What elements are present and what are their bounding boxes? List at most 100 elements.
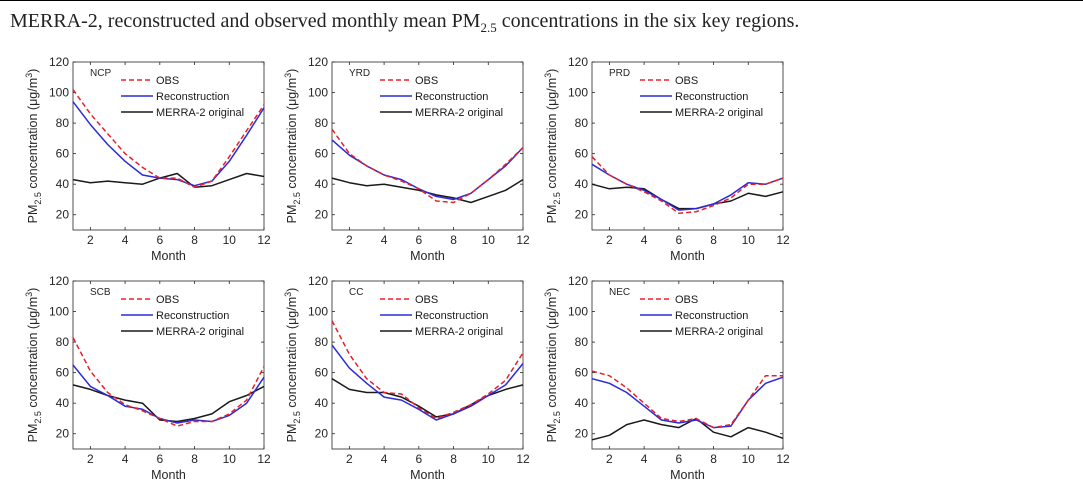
- y-axis-label: PM2.5 concentration (μg/m3): [24, 69, 43, 224]
- plot-area-box: [331, 61, 524, 231]
- x-axis-label: Month: [151, 468, 186, 482]
- y-axis-label: PM2.5 concentration (μg/m3): [543, 69, 562, 224]
- plot-area-box: [72, 61, 265, 231]
- legend-label: MERRA-2 original: [675, 107, 763, 119]
- y-tick-label: 80: [315, 116, 329, 130]
- x-tick-label: 12: [516, 233, 530, 247]
- caption-subscript: 2.5: [480, 20, 497, 35]
- x-tick-label: 10: [223, 233, 237, 247]
- y-tick-label: 80: [575, 116, 589, 130]
- legend-label: MERRA-2 original: [156, 326, 244, 338]
- y-tick-label: 40: [315, 396, 329, 410]
- x-tick-label: 4: [122, 233, 129, 247]
- legend-label: Reconstruction: [415, 91, 488, 103]
- chart-panel-scb: 20 40 60 80 100 120 2 4 6 8 10 12 Month PM2.5 concent…: [24, 274, 271, 482]
- legend-label: OBS: [675, 294, 698, 306]
- y-tick-label: 40: [56, 177, 70, 191]
- y-tick-label: 60: [575, 366, 589, 380]
- y-tick-label: 60: [315, 366, 329, 380]
- panel-title: CC: [349, 287, 363, 298]
- series-line-merra-2-original: [591, 417, 784, 441]
- y-axis-label-part: concentration (μg/m: [26, 297, 40, 411]
- y-tick-label: 120: [308, 274, 328, 288]
- legend-label: MERRA-2 original: [675, 326, 763, 338]
- y-tick-label: 20: [315, 208, 329, 222]
- series-line-obs: [72, 337, 265, 427]
- series-line-merra-2-original: [72, 384, 265, 423]
- y-tick-label: 100: [568, 86, 588, 100]
- series-line-obs: [591, 370, 783, 429]
- y-tick-label: 80: [56, 335, 70, 349]
- legend-label: OBS: [156, 75, 179, 87]
- y-tick-label: 60: [56, 147, 70, 161]
- plot-area-box: [72, 280, 265, 450]
- x-tick-label: 8: [191, 233, 198, 247]
- x-tick-label: 2: [87, 233, 94, 247]
- y-tick-label: 100: [49, 86, 69, 100]
- y-axis-label-part: ): [26, 288, 40, 292]
- legend-label: Reconstruction: [675, 310, 748, 322]
- x-tick-label: 4: [122, 452, 129, 466]
- y-axis-label: PM2.5 concentration (μg/m3): [24, 288, 43, 443]
- x-tick-label: 6: [156, 452, 163, 466]
- y-axis-label-part: 3: [283, 292, 293, 297]
- x-tick-label: 2: [87, 452, 94, 466]
- x-tick-label: 2: [346, 452, 353, 466]
- y-tick-label: 60: [56, 366, 70, 380]
- y-axis-label-part: 3: [543, 73, 553, 78]
- legend-label: Reconstruction: [675, 91, 748, 103]
- series-line-merra-2-original: [72, 172, 265, 188]
- series-line-obs: [72, 89, 265, 188]
- legend-label: MERRA-2 original: [415, 107, 503, 119]
- x-axis-label: Month: [670, 468, 705, 482]
- x-tick-label: 10: [742, 233, 756, 247]
- x-tick-label: 2: [606, 452, 613, 466]
- x-tick-label: 4: [381, 233, 388, 247]
- x-tick-label: 6: [415, 233, 422, 247]
- chart-panel-yrd: 20 40 60 80 100 120 2 4 6 8 10 12 Month PM2.5 concent…: [283, 55, 530, 263]
- y-axis-label-part: 3: [24, 73, 34, 78]
- y-tick-label: 60: [315, 147, 329, 161]
- x-tick-label: 12: [257, 233, 271, 247]
- x-tick-label: 4: [641, 452, 648, 466]
- y-axis-label-part: 2.5: [292, 411, 302, 424]
- y-tick-label: 100: [49, 305, 69, 319]
- x-axis-label: Month: [410, 249, 445, 263]
- y-axis-label-part: 2.5: [33, 411, 43, 424]
- caption-prefix: MERRA-2, reconstructed and observed mont…: [10, 10, 481, 32]
- x-tick-label: 12: [776, 233, 790, 247]
- y-axis-label: PM2.5 concentration (μg/m3): [283, 69, 302, 224]
- x-tick-label: 6: [415, 452, 422, 466]
- y-axis-label: PM2.5 concentration (μg/m3): [283, 288, 302, 443]
- y-axis-label-part: ): [545, 288, 559, 292]
- x-axis-label: Month: [151, 249, 186, 263]
- x-tick-label: 8: [450, 233, 457, 247]
- x-tick-label: 8: [191, 452, 198, 466]
- legend-label: Reconstruction: [156, 310, 229, 322]
- legend-label: Reconstruction: [415, 310, 488, 322]
- y-axis-label-part: concentration (μg/m: [285, 297, 299, 411]
- x-tick-label: 12: [516, 452, 530, 466]
- y-tick-label: 40: [315, 177, 329, 191]
- y-axis-label-part: PM: [545, 205, 559, 224]
- legend-label: OBS: [415, 75, 438, 87]
- y-tick-label: 80: [56, 116, 70, 130]
- caption-suffix: concentrations in the six key regions.: [496, 10, 800, 32]
- y-tick-label: 120: [49, 274, 69, 288]
- x-tick-label: 10: [482, 452, 496, 466]
- y-axis-label-part: concentration (μg/m: [26, 78, 40, 192]
- x-tick-label: 10: [742, 452, 756, 466]
- series-line-merra-2-original: [591, 183, 784, 210]
- y-axis-label-part: 3: [24, 292, 34, 297]
- y-tick-label: 60: [575, 147, 589, 161]
- series-line-merra-2-original: [331, 378, 524, 418]
- top-rule: [0, 0, 1083, 1]
- x-tick-label: 8: [450, 452, 457, 466]
- y-tick-label: 120: [49, 55, 69, 69]
- panel-title: SCB: [90, 287, 111, 298]
- x-tick-label: 6: [675, 452, 682, 466]
- y-axis-label-part: PM: [545, 424, 559, 443]
- x-tick-label: 12: [257, 452, 271, 466]
- y-tick-label: 100: [568, 305, 588, 319]
